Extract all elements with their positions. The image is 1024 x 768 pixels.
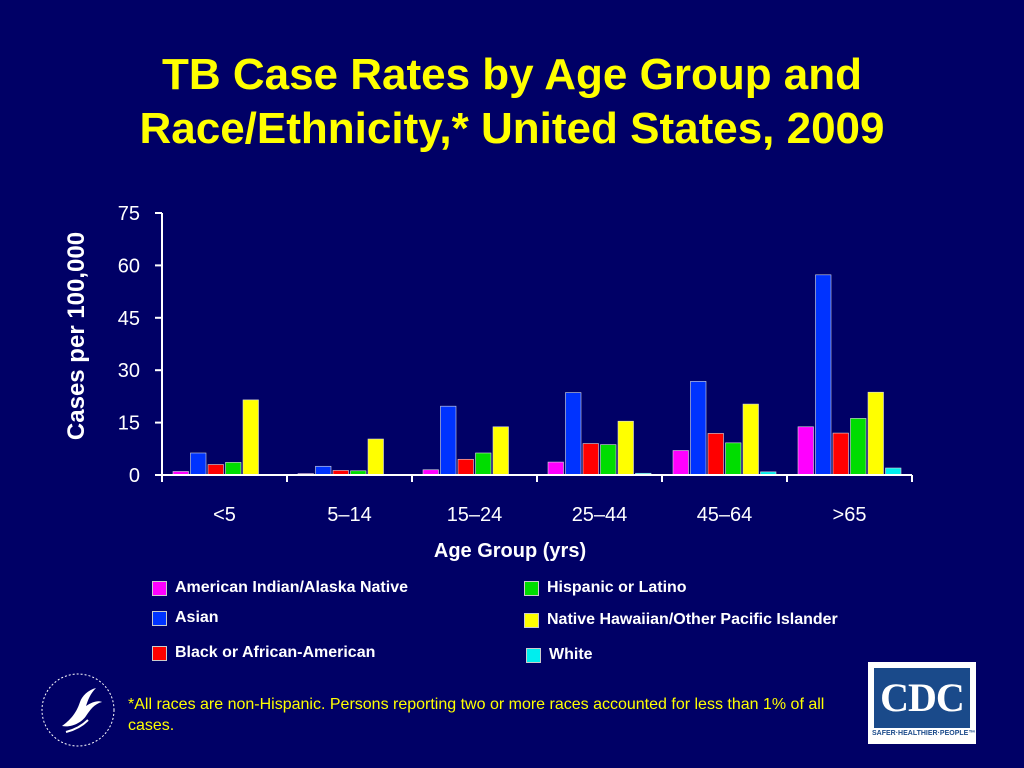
bar-4-4 [600,444,617,476]
bar-1-5 [672,450,689,476]
bar-2-1 [190,452,207,476]
hhs-seal-logo [36,668,120,752]
bar-3-4 [582,443,599,476]
axes-layer: 0 15 30 45 60 75 <5 5–14 15–24 25–44 45–64 >65 [118,203,913,526]
bar-5-4 [617,420,634,476]
bar-3-3 [457,458,474,476]
x-tick-label-6: >65 [833,504,867,526]
legend-item-6: White [526,646,593,664]
legend-label-2: Asian [175,609,219,626]
bar-6-6 [885,467,902,476]
bar-4-6 [850,418,867,476]
bar-4-1 [225,462,242,476]
bar-4-3 [475,452,492,476]
title-line-2: Race/Ethnicity,* United States, 2009 [139,104,885,153]
x-axis-title: Age Group (yrs) [434,540,586,562]
y-tick-label-5: 75 [118,203,140,225]
bar-1-4 [547,461,564,476]
y-tick-label-2: 30 [118,360,140,382]
bar-5-5 [742,403,759,476]
x-tick-label-4: 25–44 [572,504,628,526]
cdc-logo-text: CDC [874,668,970,728]
legend-label-4: Hispanic or Latino [547,579,687,596]
bars-layer [172,274,902,476]
legend-swatch-1 [152,580,167,596]
bar-4-5 [725,442,742,476]
bar-5-6 [867,391,884,476]
legend-item-4: Hispanic or Latino [524,579,687,597]
title-line-1: TB Case Rates by Age Group and [161,50,863,99]
legend-item-3: Black or African-American [152,644,375,662]
legend-swatch-3 [152,645,167,661]
y-tick-label-3: 45 [118,308,140,330]
bar-1-6 [797,426,814,476]
legend-label-5: Native Hawaiian/Other Pacific Islander [547,611,838,628]
legend-item-2: Asian [152,609,219,627]
x-tick-label-5: 45–64 [697,504,753,526]
x-tick-label-3: 15–24 [447,504,503,526]
legend-swatch-6 [526,647,541,663]
cdc-logo: CDC SAFER·HEALTHIER·PEOPLE™ [868,662,976,744]
bar-3-6 [832,432,849,476]
bar-2-3 [440,405,457,476]
legend-item-5: Native Hawaiian/Other Pacific Islander [524,611,838,629]
legend-label-3: Black or African-American [175,644,376,661]
bar-2-6 [815,274,832,476]
bar-3-5 [707,433,724,476]
bar-5-2 [367,438,384,476]
bar-2-4 [565,392,582,476]
x-tick-label-1: <5 [213,504,236,526]
legend-label-1: American Indian/Alaska Native [175,579,408,596]
legend-swatch-4 [524,580,539,596]
bar-5-1 [242,399,259,476]
y-tick-label-4: 60 [118,255,140,277]
legend-label-6: White [549,646,593,663]
bar-5-3 [492,426,509,476]
legend-swatch-2 [152,610,167,626]
x-tick-label-2: 5–14 [327,504,372,526]
legend-item-1: American Indian/Alaska Native [152,579,408,597]
slide-title: TB Case Rates by Age Group and Race/Ethn… [0,48,1024,156]
legend-swatch-5 [524,612,539,628]
bar-2-2 [315,465,332,476]
y-axis-title: Cases per 100,000 [63,232,90,440]
y-tick-label-0: 0 [129,465,140,487]
footnote: *All races are non-Hispanic. Persons rep… [128,696,825,734]
cdc-logo-tagline: SAFER·HEALTHIER·PEOPLE™ [872,730,976,737]
bar-3-1 [207,464,224,476]
bar-2-5 [690,381,707,476]
y-tick-label-1: 15 [118,413,140,435]
